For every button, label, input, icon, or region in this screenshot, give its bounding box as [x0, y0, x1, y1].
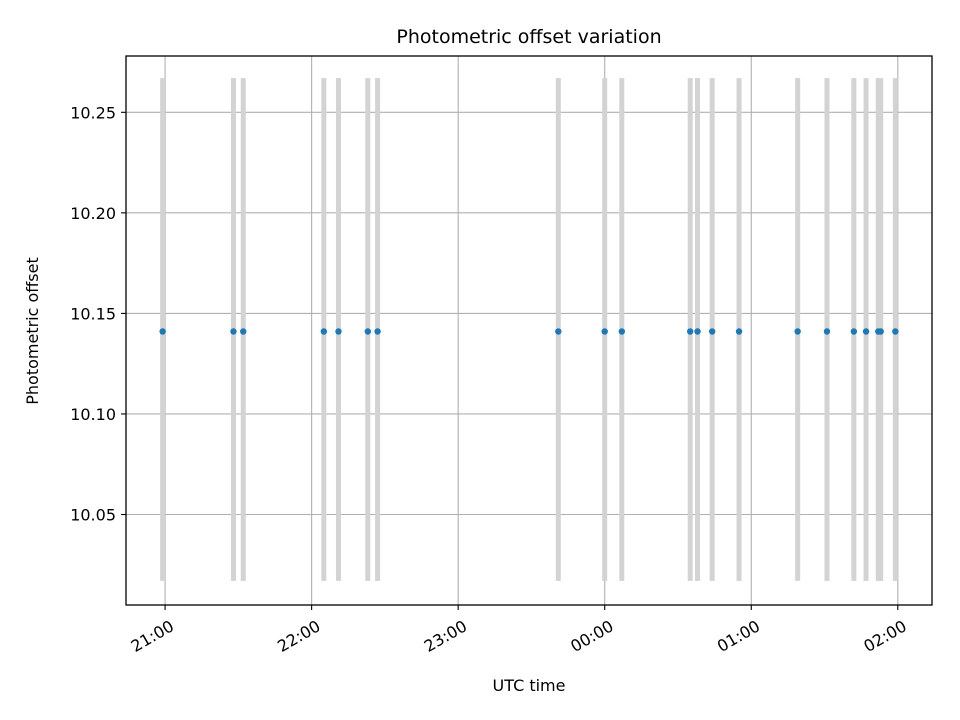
data-point [335, 328, 342, 335]
x-tick-label: 01:00 [714, 616, 763, 656]
data-point [687, 328, 694, 335]
y-tick-label: 10.05 [70, 506, 116, 525]
x-tick-label: 00:00 [567, 616, 616, 656]
y-tick-label: 10.25 [70, 103, 116, 122]
data-point [159, 328, 166, 335]
data-point [794, 328, 801, 335]
data-point [877, 328, 884, 335]
data-point [892, 328, 899, 335]
y-axis-title: Photometric offset [23, 257, 42, 405]
data-point [320, 328, 328, 335]
data-point [694, 328, 701, 335]
data-point [708, 328, 716, 335]
grid [126, 56, 932, 605]
x-tick-label: 02:00 [860, 616, 909, 656]
plot-frame [125, 55, 933, 606]
data-point [601, 328, 608, 335]
y-axis-ticks: 10.05 10.10 10.15 10.20 10.25 [70, 103, 126, 525]
data-point [230, 328, 237, 335]
data-point [618, 328, 626, 335]
error-bars [160, 78, 898, 581]
x-axis-title: UTC time [493, 676, 566, 695]
data-point [850, 328, 858, 335]
y-tick-label: 10.10 [70, 405, 116, 424]
data-point [862, 328, 870, 335]
x-tick-label: 23:00 [421, 616, 470, 656]
data-point [555, 328, 562, 335]
y-tick-label: 10.15 [70, 304, 116, 323]
x-axis-ticks: 21:00 22:00 23:00 00:00 01:00 02:00 [128, 605, 910, 656]
chart-title: Photometric offset variation [396, 26, 661, 48]
data-point [735, 328, 743, 335]
x-tick-label: 21:00 [128, 616, 177, 656]
data-points [159, 328, 899, 335]
data-point [240, 328, 247, 335]
data-point [364, 328, 371, 335]
data-point [823, 328, 831, 335]
x-tick-label: 22:00 [274, 616, 323, 656]
data-point [374, 328, 381, 335]
y-tick-label: 10.20 [70, 204, 116, 223]
